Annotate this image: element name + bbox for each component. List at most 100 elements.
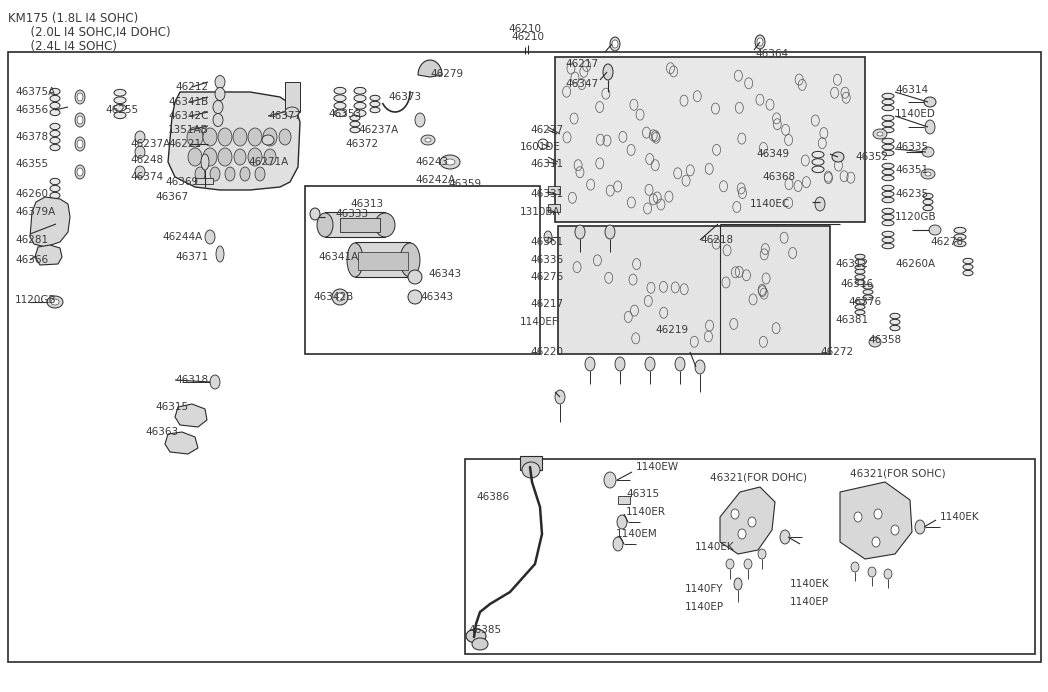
Ellipse shape: [135, 131, 145, 143]
Ellipse shape: [213, 100, 223, 113]
Ellipse shape: [218, 128, 232, 146]
Ellipse shape: [445, 159, 455, 165]
Text: 1140EP: 1140EP: [685, 602, 724, 612]
Text: (2.0L I4 SOHC,I4 DOHC): (2.0L I4 SOHC,I4 DOHC): [8, 26, 171, 39]
Ellipse shape: [915, 520, 925, 534]
Text: 46312: 46312: [835, 259, 868, 269]
Text: 46321(FOR SOHC): 46321(FOR SOHC): [850, 469, 945, 479]
Ellipse shape: [882, 150, 894, 156]
Ellipse shape: [615, 357, 625, 371]
Ellipse shape: [77, 140, 83, 148]
Ellipse shape: [248, 128, 262, 146]
Text: 46235: 46235: [895, 189, 929, 199]
Ellipse shape: [440, 155, 460, 169]
Ellipse shape: [50, 137, 60, 144]
Ellipse shape: [50, 192, 60, 199]
Bar: [558, 226, 830, 354]
Ellipse shape: [855, 260, 865, 264]
Ellipse shape: [50, 179, 60, 185]
Ellipse shape: [963, 258, 973, 264]
Ellipse shape: [585, 357, 595, 371]
Ellipse shape: [812, 166, 824, 172]
Ellipse shape: [310, 208, 320, 220]
Ellipse shape: [882, 93, 894, 99]
Ellipse shape: [354, 102, 366, 109]
Bar: [555, 57, 865, 222]
Text: 1140FY: 1140FY: [685, 584, 723, 594]
Ellipse shape: [354, 110, 366, 117]
Ellipse shape: [195, 167, 205, 181]
Text: 46271A: 46271A: [248, 157, 288, 167]
Ellipse shape: [812, 152, 824, 158]
Text: KM175 (1.8L I4 SOHC): KM175 (1.8L I4 SOHC): [8, 12, 138, 25]
Text: 46356: 46356: [15, 105, 48, 115]
Ellipse shape: [863, 284, 873, 289]
Ellipse shape: [538, 139, 548, 149]
Text: 46210: 46210: [511, 32, 545, 42]
Ellipse shape: [873, 129, 887, 139]
Text: 46355: 46355: [15, 159, 48, 169]
Text: 46217: 46217: [565, 59, 598, 69]
Ellipse shape: [925, 120, 935, 134]
Bar: [8, 52, 1041, 662]
Ellipse shape: [963, 271, 973, 275]
Text: 1601DE: 1601DE: [520, 142, 561, 152]
Ellipse shape: [415, 113, 425, 127]
Ellipse shape: [645, 357, 655, 371]
Bar: [358, 252, 408, 270]
Ellipse shape: [924, 97, 936, 107]
Ellipse shape: [882, 244, 894, 248]
Ellipse shape: [354, 95, 366, 102]
Ellipse shape: [613, 537, 623, 551]
Ellipse shape: [882, 121, 894, 127]
Text: 46243: 46243: [415, 157, 449, 167]
Bar: [465, 459, 1035, 654]
Ellipse shape: [748, 517, 756, 527]
Text: 46217: 46217: [530, 299, 563, 309]
Text: 46374: 46374: [130, 172, 163, 182]
Text: 46237A: 46237A: [130, 139, 170, 149]
Ellipse shape: [466, 629, 486, 643]
Ellipse shape: [868, 567, 876, 577]
Text: 46255: 46255: [105, 105, 138, 115]
Ellipse shape: [882, 220, 894, 226]
Ellipse shape: [604, 472, 616, 488]
Text: 46331: 46331: [530, 189, 563, 199]
Ellipse shape: [855, 304, 865, 309]
Text: 46276: 46276: [530, 272, 563, 282]
Ellipse shape: [954, 234, 966, 240]
Text: 46311: 46311: [530, 159, 563, 169]
Ellipse shape: [408, 290, 422, 304]
Text: 46377: 46377: [268, 111, 301, 121]
Ellipse shape: [923, 199, 933, 205]
Polygon shape: [165, 432, 198, 454]
Ellipse shape: [882, 231, 894, 237]
Text: 46352: 46352: [855, 152, 888, 162]
Ellipse shape: [50, 123, 60, 129]
Ellipse shape: [50, 185, 60, 192]
Ellipse shape: [954, 241, 966, 246]
Ellipse shape: [75, 165, 85, 179]
Ellipse shape: [882, 145, 894, 149]
Text: 46372: 46372: [345, 139, 378, 149]
Ellipse shape: [610, 37, 620, 51]
Ellipse shape: [882, 185, 894, 191]
Ellipse shape: [47, 296, 63, 308]
Ellipse shape: [354, 87, 366, 94]
Ellipse shape: [695, 360, 705, 374]
Ellipse shape: [605, 225, 615, 239]
Ellipse shape: [332, 289, 348, 305]
Ellipse shape: [114, 112, 126, 118]
Ellipse shape: [50, 130, 60, 136]
Ellipse shape: [882, 208, 894, 214]
Text: (2.4L I4 SOHC): (2.4L I4 SOHC): [8, 40, 117, 53]
Text: 46342C: 46342C: [168, 111, 209, 121]
Text: 46313: 46313: [350, 199, 384, 209]
Polygon shape: [840, 482, 912, 559]
Ellipse shape: [135, 146, 145, 158]
Ellipse shape: [869, 337, 881, 347]
Bar: [618, 496, 630, 504]
Text: 46366: 46366: [15, 255, 48, 265]
Text: 1140EC: 1140EC: [750, 199, 790, 209]
Polygon shape: [720, 487, 776, 554]
